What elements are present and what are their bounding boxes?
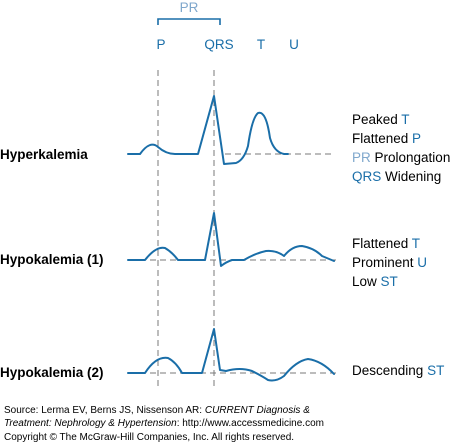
- ecg-diagram: PR P QRS T U Hyperkalemia Peaked T Flatt…: [0, 0, 450, 390]
- source-url: : http://www.accessmedicine.com: [176, 418, 324, 429]
- finding-peaked-t: Peaked T: [352, 112, 410, 127]
- copyright-notice: Copyright © The McGraw-Hill Companies, I…: [4, 432, 295, 443]
- source-title-line2: Treatment: Nephrology & Hypertension: [4, 418, 177, 429]
- p-wave-label: P: [156, 37, 165, 52]
- finding-prominent-u: Prominent U: [352, 255, 427, 270]
- source-prefix: Source: Lerma EV, Berns JS, Nissenson AR…: [4, 405, 205, 416]
- finding-qrs-widening: QRS Widening: [352, 169, 441, 184]
- row-label-hypokalemia-2: Hypokalemia (2): [0, 365, 104, 380]
- pr-label: PR: [180, 0, 199, 15]
- finding-flattened-t: Flattened T: [352, 236, 420, 251]
- ecg-trace-hyperkalemia: [127, 95, 289, 165]
- finding-pr-prolongation: PR Prolongation: [352, 150, 450, 165]
- finding-flattened-p: Flattened P: [352, 131, 421, 146]
- row-label-hypokalemia-1: Hypokalemia (1): [0, 252, 104, 267]
- finding-descending-st: Descending ST: [352, 363, 444, 378]
- t-wave-label: T: [257, 37, 265, 52]
- u-wave-label: U: [289, 37, 299, 52]
- ecg-trace-hypokalemia-2: [127, 328, 335, 382]
- source-citation: Source: Lerma EV, Berns JS, Nissenson AR…: [4, 404, 324, 430]
- finding-low-st: Low ST: [352, 274, 398, 289]
- source-title-line1: CURRENT Diagnosis &: [204, 405, 310, 416]
- pr-bracket: [157, 18, 221, 25]
- ecg-trace-hypokalemia-1: [127, 212, 335, 267]
- qrs-label: QRS: [204, 37, 233, 52]
- row-label-hyperkalemia: Hyperkalemia: [0, 147, 88, 162]
